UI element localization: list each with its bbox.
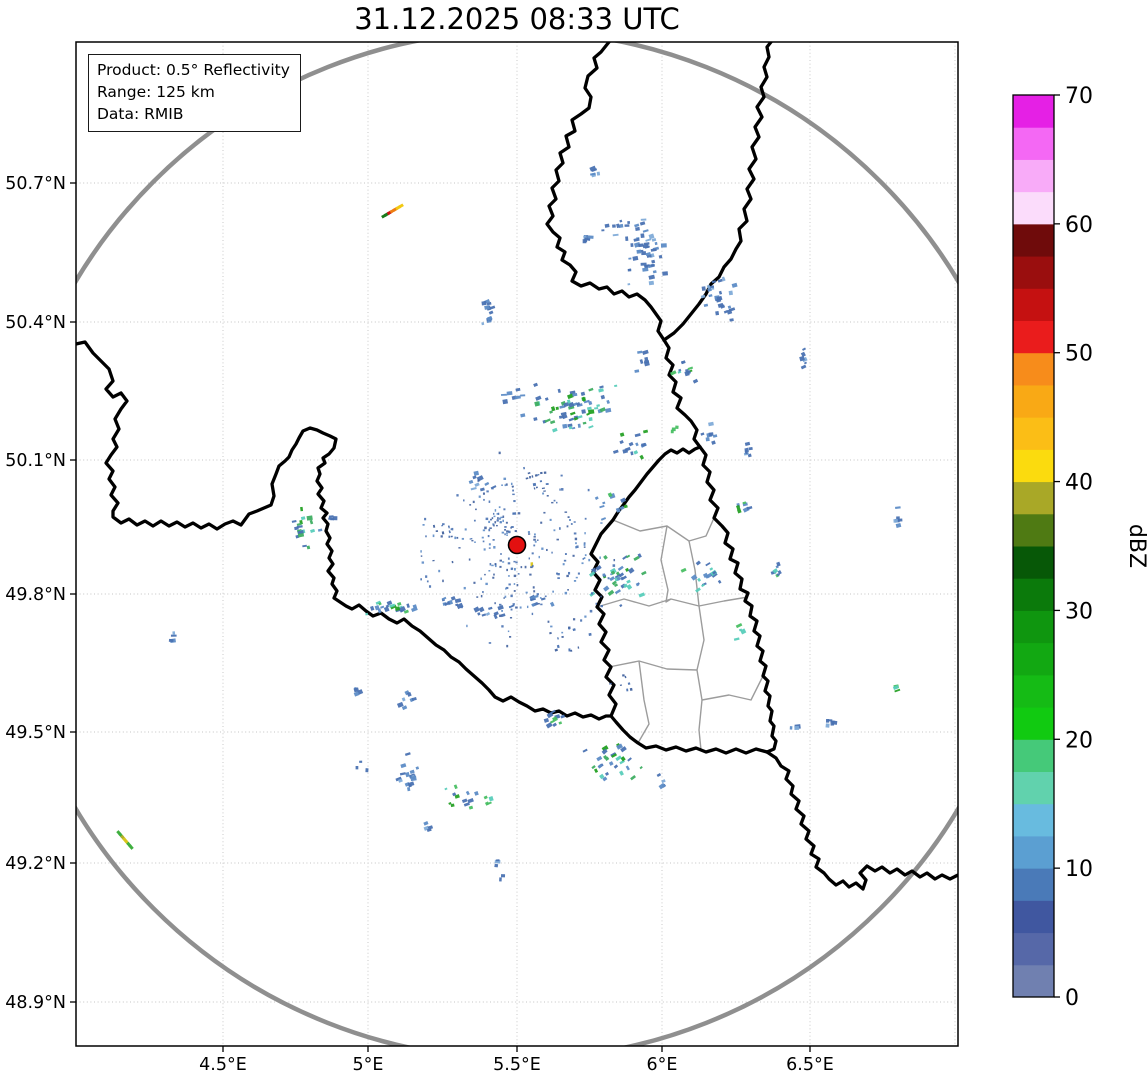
y-tick-label: 48.9°N: [5, 993, 66, 1013]
colorbar-cell: [1013, 868, 1054, 901]
info-product-line: Product: 0.5° Reflectivity: [97, 61, 290, 79]
y-tick-label: 50.7°N: [5, 174, 66, 194]
region-borders: [596, 517, 764, 751]
y-tick-label: 50.4°N: [5, 313, 66, 333]
colorbar-cell: [1013, 352, 1054, 386]
colorbar-cell: [1013, 288, 1054, 321]
colorbar-tick-label: 10: [1065, 857, 1093, 882]
colorbar-cell: [1013, 932, 1054, 966]
colorbar-tick-label: 40: [1065, 471, 1093, 496]
colorbar-cell: [1013, 546, 1054, 579]
colorbar-cell: [1013, 610, 1054, 644]
product-info-box: Product: 0.5° Reflectivity Range: 125 km…: [88, 54, 301, 132]
region-border-line: [696, 605, 705, 751]
colorbar-cell: [1013, 127, 1054, 160]
plot-area: [76, 42, 958, 1046]
region-border-line: [608, 660, 698, 671]
colorbar-cell: [1013, 803, 1054, 837]
info-source-line: Data: RMIB: [97, 105, 184, 123]
colorbar: 0 10 20 30 40 50 60 70 dBZ: [1012, 84, 1148, 1011]
region-border-line: [701, 675, 764, 701]
colorbar-cell: [1013, 674, 1054, 708]
colorbar-cell: [1013, 95, 1054, 128]
axis-labels: 4.5°E 5°E 5.5°E 6°E 6.5°E 50.7°N 50.4°N 50.1°N 4…: [5, 174, 834, 1075]
colorbar-cell: [1013, 159, 1054, 193]
colorbar-cell: [1013, 449, 1054, 483]
colorbar-tick-label: 0: [1065, 986, 1079, 1011]
country-borders: [76, 42, 958, 891]
y-tick-label: 49.2°N: [5, 854, 66, 874]
x-tick-label: 5°E: [353, 1055, 384, 1075]
colorbar-cell: [1013, 223, 1054, 257]
region-border-line: [688, 540, 700, 607]
region-border-line: [660, 525, 672, 603]
y-tick-label: 49.8°N: [5, 585, 66, 605]
colorbar-cell: [1013, 481, 1054, 515]
graticule-grid: [76, 42, 958, 1046]
colorbar-cell: [1013, 578, 1054, 611]
colorbar-cell: [1013, 771, 1054, 805]
region-border-line: [637, 660, 650, 744]
colorbar-cell: [1013, 513, 1054, 547]
country-border-line: [662, 338, 702, 449]
colorbar-tick-label: 50: [1065, 342, 1093, 367]
country-border-line: [76, 340, 613, 721]
colorbar-cell: [1013, 739, 1054, 772]
figure-title: 31.12.2025 08:33 UTC: [354, 2, 680, 36]
x-tick-label: 6°E: [647, 1055, 678, 1075]
y-tick-label: 50.1°N: [5, 451, 66, 471]
country-border-line: [765, 750, 958, 891]
colorbar-cell: [1013, 384, 1054, 418]
colorbar-cell: [1013, 417, 1054, 450]
x-tick-label: 6.5°E: [786, 1055, 834, 1075]
info-range-line: Range: 125 km: [97, 83, 215, 101]
reflectivity-echoes: [116, 165, 903, 882]
colorbar-cell: [1013, 256, 1054, 289]
colorbar-tick-label: 60: [1065, 213, 1093, 238]
colorbar-cell: [1013, 191, 1054, 225]
x-tick-label: 4.5°E: [199, 1055, 247, 1075]
colorbar-tick-label: 70: [1065, 84, 1093, 109]
colorbar-cell: [1013, 320, 1054, 354]
country-border-line: [589, 445, 702, 718]
colorbar-cell: [1013, 835, 1054, 869]
country-border-line: [698, 445, 778, 754]
country-border-line: [545, 42, 666, 342]
x-tick-label: 5.5°E: [493, 1055, 541, 1075]
colorbar-tick-label: 30: [1065, 599, 1093, 624]
colorbar-cell: [1013, 642, 1054, 676]
colorbar-cell: [1013, 964, 1054, 998]
y-tick-label: 49.5°N: [5, 723, 66, 743]
colorbar-unit-label: dBZ: [1124, 524, 1148, 568]
country-border-line: [662, 42, 773, 342]
region-border-line: [612, 517, 715, 542]
colorbar-outline: [1012, 94, 1055, 998]
country-border-line: [609, 714, 769, 755]
radar-site-marker: [507, 535, 527, 555]
colorbar-tick-label: 20: [1065, 728, 1093, 753]
colorbar-cell: [1013, 707, 1054, 740]
colorbar-cell: [1013, 900, 1054, 934]
